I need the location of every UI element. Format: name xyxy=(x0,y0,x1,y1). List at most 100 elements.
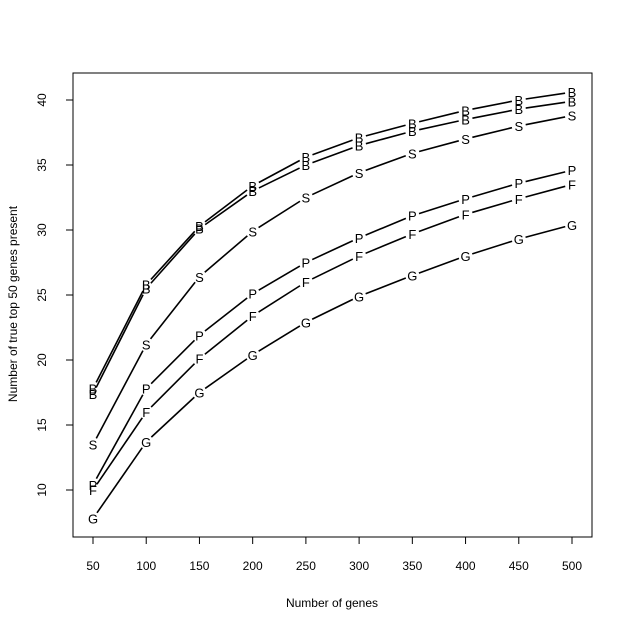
data-point-b: B xyxy=(408,124,417,139)
data-point-b: B xyxy=(248,179,257,194)
data-point-b: B xyxy=(408,116,417,131)
data-point-f: F xyxy=(462,207,470,222)
y-tick-label: 40 xyxy=(35,93,49,107)
data-point-g: G xyxy=(141,435,151,450)
series-layer: BBBBBBBBBBBBBBBBBBBBSSSSSSSSSSPPPPPPPPPP… xyxy=(88,85,577,526)
data-point-b: B xyxy=(461,103,470,118)
series-segment xyxy=(472,109,513,119)
y-tick-label: 15 xyxy=(35,418,49,432)
data-point-p: P xyxy=(89,478,98,493)
data-point-p: P xyxy=(302,256,311,271)
series-segment xyxy=(525,101,566,109)
data-point-s: S xyxy=(89,438,98,453)
series-segment xyxy=(365,124,406,137)
plot-frame xyxy=(72,72,593,538)
data-point-s: S xyxy=(355,166,364,181)
series-segment xyxy=(418,216,460,233)
data-point-p: P xyxy=(248,287,257,302)
series-f-4: F F F F F F F F F F xyxy=(89,178,576,499)
y-axis: 10 15 20 25 30 35 40 xyxy=(35,93,74,497)
series-segment xyxy=(472,126,513,139)
series-segment xyxy=(95,394,144,480)
series-segment xyxy=(525,92,566,100)
data-point-g: G xyxy=(194,386,204,401)
data-point-g: G xyxy=(407,269,417,284)
series-segment xyxy=(311,298,354,320)
data-point-f: F xyxy=(568,178,576,193)
y-tick-label: 35 xyxy=(35,158,49,172)
x-tick-label: 150 xyxy=(189,559,209,573)
x-tick-label: 350 xyxy=(402,559,422,573)
data-point-g: G xyxy=(514,232,524,247)
y-axis-title: Number of true top 50 genes present xyxy=(6,205,20,402)
series-segment xyxy=(258,285,301,313)
data-point-p: P xyxy=(461,192,470,207)
data-point-p: P xyxy=(408,209,417,224)
data-point-b: B xyxy=(302,158,311,173)
series-segment xyxy=(365,217,407,236)
series-segment xyxy=(204,189,248,223)
data-point-p: P xyxy=(195,328,204,343)
series-segment xyxy=(312,147,353,164)
series-segment xyxy=(96,417,143,485)
data-point-b: B xyxy=(355,131,364,146)
data-point-b: B xyxy=(248,184,257,199)
series-segment xyxy=(258,325,301,352)
series-segment xyxy=(472,200,513,214)
data-point-f: F xyxy=(515,192,523,207)
x-tick-label: 300 xyxy=(349,559,369,573)
y-tick-label: 10 xyxy=(35,483,49,497)
y-tick-label: 25 xyxy=(35,288,49,302)
x-tick-label: 450 xyxy=(509,559,529,573)
data-point-b: B xyxy=(195,222,204,237)
series-segment xyxy=(471,240,513,255)
series-segment xyxy=(258,200,301,229)
x-tick-label: 50 xyxy=(86,559,100,573)
data-point-f: F xyxy=(195,352,203,367)
x-tick-label: 250 xyxy=(296,559,316,573)
series-segment xyxy=(418,257,460,274)
series-segment xyxy=(418,140,460,153)
series-segment xyxy=(311,240,354,261)
series-segment xyxy=(96,447,143,514)
data-point-s: S xyxy=(142,337,151,352)
y-tick-label: 30 xyxy=(35,223,49,237)
series-segment xyxy=(472,100,513,110)
data-point-f: F xyxy=(142,405,150,420)
data-point-s: S xyxy=(461,132,470,147)
series-segment xyxy=(95,294,144,388)
series-p-3: P P P P P P P P P P xyxy=(89,163,577,493)
data-point-f: F xyxy=(249,309,257,324)
series-segment xyxy=(365,235,407,255)
data-point-s: S xyxy=(302,191,311,206)
data-point-b: B xyxy=(461,113,470,128)
series-segment xyxy=(418,120,459,131)
data-point-s: S xyxy=(195,270,204,285)
data-point-b: B xyxy=(302,150,311,165)
x-axis-title: Number of genes xyxy=(286,596,378,610)
series-segment xyxy=(204,194,248,226)
series-segment xyxy=(365,132,406,145)
data-point-g: G xyxy=(248,348,258,363)
data-point-s: S xyxy=(514,119,523,134)
series-segment xyxy=(311,175,354,196)
series-segment xyxy=(258,159,301,184)
data-point-b: B xyxy=(514,93,523,108)
data-point-f: F xyxy=(408,227,416,242)
x-axis: 50 100 150 200 250 300 350 400 450 500 xyxy=(86,536,582,573)
data-point-g: G xyxy=(460,249,470,264)
series-segment xyxy=(365,154,407,172)
data-point-p: P xyxy=(514,176,523,191)
series-segment xyxy=(525,116,566,126)
x-tick-label: 200 xyxy=(243,559,263,573)
y-tick-label: 20 xyxy=(35,353,49,367)
series-segment xyxy=(525,185,566,198)
series-segment xyxy=(258,265,301,291)
data-point-f: F xyxy=(89,483,97,498)
data-point-b: B xyxy=(355,139,364,154)
data-point-b: B xyxy=(142,282,151,297)
series-segment xyxy=(525,225,566,239)
